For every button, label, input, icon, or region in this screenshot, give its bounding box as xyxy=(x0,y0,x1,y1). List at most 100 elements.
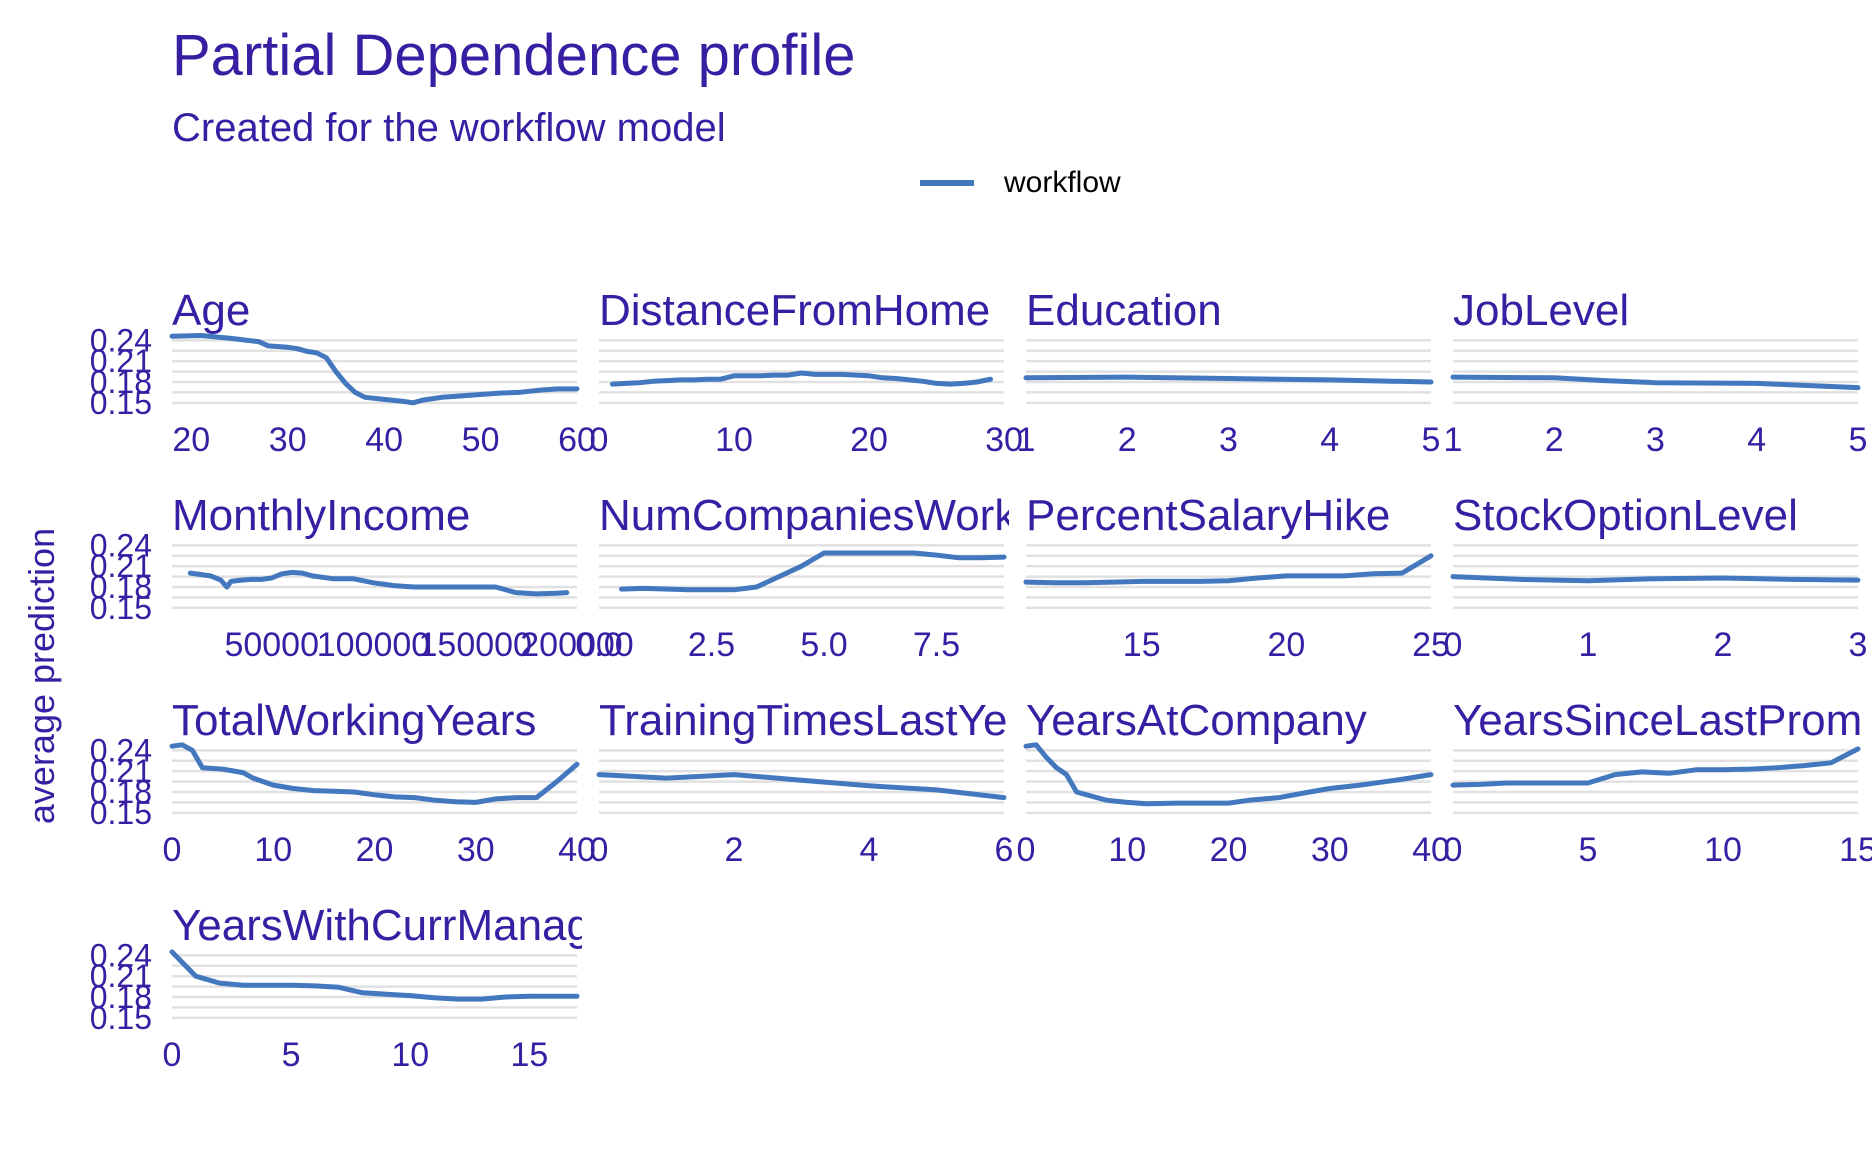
x-tick-label: 3 xyxy=(1646,421,1665,459)
y-tick-label: 0.21 xyxy=(90,548,152,584)
series-line-workflow xyxy=(1450,574,1861,584)
chart-title: Partial Dependence profile xyxy=(172,23,856,88)
facet-YearsWithCurrManager: YearsWithCurrManager 0.150.180.210.24 0 5 10… xyxy=(90,901,630,1074)
facet-TrainingTimesLastYear: TrainingTimesLastYear 0 2 4 6 xyxy=(590,696,1047,869)
y-tick-label: 0.21 xyxy=(90,343,152,379)
x-tick-label: 5 xyxy=(1849,421,1868,459)
y-tick-label: 0.24 xyxy=(90,527,152,563)
panel-title: YearsAtCompany xyxy=(1026,696,1367,745)
series-line-workflow xyxy=(619,550,1007,593)
series-line-workflow xyxy=(187,569,570,597)
panel-title: YearsSinceLastPromotion xyxy=(1453,696,1872,745)
x-tick-label: 20 xyxy=(1210,831,1248,869)
x-tick-label: 40 xyxy=(365,421,403,459)
panel-title: JobLevel xyxy=(1453,286,1629,335)
x-tick-label: 2.5 xyxy=(688,626,735,664)
y-tick-label: 0.18 xyxy=(90,569,152,605)
panel-title: Education xyxy=(1026,286,1222,335)
facet-YearsSinceLastPromotion: YearsSinceLastPromotion 0 5 10 15 xyxy=(1444,696,1872,869)
x-tick-label: 0.0 xyxy=(575,626,622,664)
y-tick-label: 0.15 xyxy=(90,385,152,421)
series-line-workflow xyxy=(1023,553,1434,586)
y-tick-label: 0.18 xyxy=(90,774,152,810)
series-line-workflow xyxy=(610,370,993,387)
x-tick-label: 10 xyxy=(715,421,753,459)
panel-title: NumCompaniesWorked xyxy=(599,491,1065,540)
y-tick-label: 0.21 xyxy=(90,753,152,789)
x-tick-label: 20 xyxy=(1267,626,1305,664)
panel-title: DistanceFromHome xyxy=(599,286,990,335)
y-tick-label: 0.18 xyxy=(90,979,152,1015)
panel-title: PercentSalaryHike xyxy=(1026,491,1390,540)
facet-DistanceFromHome: DistanceFromHome 0 10 20 30 xyxy=(590,286,1023,459)
x-tick-label: 0 xyxy=(1017,831,1036,869)
chart-subtitle: Created for the workflow model xyxy=(172,106,726,150)
x-tick-label: 2 xyxy=(725,831,744,869)
facet-NumCompaniesWorked: NumCompaniesWorked 0.0 2.5 5.0 7.5 xyxy=(575,491,1065,664)
series-line-workflow xyxy=(1450,374,1861,391)
x-tick-label: 10 xyxy=(254,831,292,869)
series-line-workflow xyxy=(1023,374,1434,385)
x-tick-label: 0 xyxy=(590,421,609,459)
panel-title: YearsWithCurrManager xyxy=(172,901,630,950)
facet-MonthlyIncome: MonthlyIncome 0.150.180.210.24 50000100000… xyxy=(90,491,634,664)
x-tick-label: 20 xyxy=(356,831,394,869)
x-tick-label: 15 xyxy=(1123,626,1161,664)
x-tick-label: 100000 xyxy=(317,626,430,664)
x-tick-label: 4 xyxy=(1747,421,1766,459)
facet-StockOptionLevel: StockOptionLevel 0 1 2 3 xyxy=(1444,491,1868,664)
y-tick-label: 0.15 xyxy=(90,795,152,831)
panel-title: TotalWorkingYears xyxy=(172,696,536,745)
legend: workflow xyxy=(920,166,1121,200)
x-tick-label: 20 xyxy=(172,421,210,459)
x-tick-label: 3 xyxy=(1849,626,1868,664)
x-tick-label: 30 xyxy=(985,421,1023,459)
x-tick-label: 3 xyxy=(1219,421,1238,459)
facet-TotalWorkingYears: TotalWorkingYears 0.150.180.210.24 0 10 20 30… xyxy=(90,696,596,869)
legend-label: workflow xyxy=(1004,166,1121,199)
y-tick-label: 0.21 xyxy=(90,958,152,994)
y-tick-label: 0.18 xyxy=(90,364,152,400)
x-tick-label: 5 xyxy=(282,1036,301,1074)
x-tick-label: 5 xyxy=(1579,831,1598,869)
x-tick-label: 4 xyxy=(1320,421,1339,459)
x-tick-label: 30 xyxy=(457,831,495,869)
y-tick-label: 0.24 xyxy=(90,732,152,768)
x-tick-label: 40 xyxy=(558,831,596,869)
facet-YearsAtCompany: YearsAtCompany 0 10 20 30 40 xyxy=(1017,696,1450,869)
panel-title: Age xyxy=(172,286,250,335)
panel-title: TrainingTimesLastYear xyxy=(599,696,1047,745)
x-tick-label: 150000 xyxy=(419,626,532,664)
x-tick-label: 15 xyxy=(510,1036,548,1074)
y-tick-label: 0.15 xyxy=(90,590,152,626)
panel-title: MonthlyIncome xyxy=(172,491,470,540)
facet-PercentSalaryHike: PercentSalaryHike 15 20 25 xyxy=(1023,491,1450,664)
legend-swatch xyxy=(920,180,974,186)
x-tick-label: 5 xyxy=(1422,421,1441,459)
x-tick-label: 0 xyxy=(590,831,609,869)
x-tick-label: 2 xyxy=(1714,626,1733,664)
x-tick-label: 20 xyxy=(850,421,888,459)
x-tick-label: 40 xyxy=(1412,831,1450,869)
series-line-workflow xyxy=(1450,746,1861,788)
y-tick-label: 0.24 xyxy=(90,322,152,358)
panel-title: StockOptionLevel xyxy=(1453,491,1798,540)
x-tick-label: 4 xyxy=(860,831,879,869)
x-tick-label: 0 xyxy=(1444,626,1463,664)
x-tick-label: 5.0 xyxy=(800,626,847,664)
x-tick-label: 15 xyxy=(1839,831,1872,869)
x-tick-label: 200000 xyxy=(520,626,633,664)
facet-JobLevel: JobLevel 1 2 3 4 5 xyxy=(1444,286,1868,459)
series-line-workflow xyxy=(169,949,580,1002)
facet-Age: Age 0.150.180.210.24 20 30 40 50 60 xyxy=(90,286,596,459)
x-tick-label: 30 xyxy=(269,421,307,459)
x-tick-label: 10 xyxy=(1704,831,1742,869)
series-line-workflow xyxy=(169,333,580,406)
x-tick-label: 2 xyxy=(1545,421,1564,459)
x-tick-label: 1 xyxy=(1444,421,1463,459)
series-line-workflow xyxy=(1023,742,1434,807)
x-tick-label: 0 xyxy=(1444,831,1463,869)
x-tick-label: 10 xyxy=(391,1036,429,1074)
series-line-workflow xyxy=(596,772,1007,801)
